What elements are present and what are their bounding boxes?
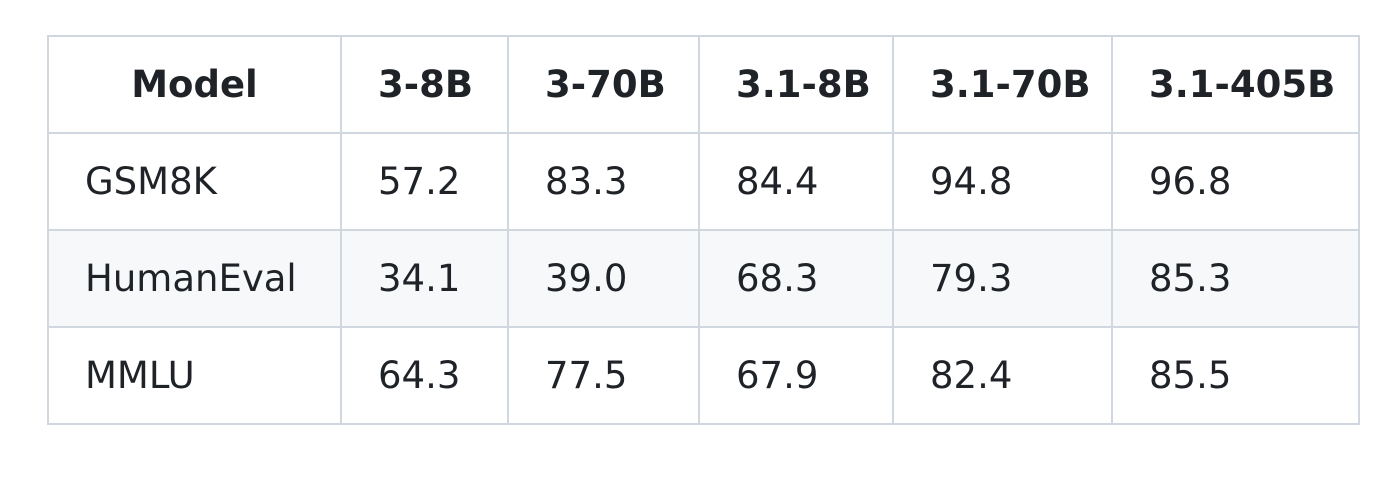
value-cell: 85.3 (1111, 229, 1360, 328)
table-body: GSM8K 57.2 83.3 84.4 94.8 96.8 HumanEval 34.1 39… (47, 132, 1360, 425)
value-cell: 34.1 (340, 229, 509, 328)
header-cell: 3.1-8B (698, 35, 894, 134)
value-cell: 83.3 (507, 132, 700, 231)
header-cell: 3-70B (507, 35, 700, 134)
header-row: Model 3-8B 3-70B 3.1-8B 3.1-70B 3.1-405B (47, 35, 1360, 134)
row-label: HumanEval (47, 229, 342, 328)
row-label: GSM8K (47, 132, 342, 231)
value-cell: 39.0 (507, 229, 700, 328)
value-cell: 67.9 (698, 326, 894, 425)
table-row: GSM8K 57.2 83.3 84.4 94.8 96.8 (47, 132, 1360, 231)
value-cell: 79.3 (892, 229, 1113, 328)
value-cell: 68.3 (698, 229, 894, 328)
benchmark-table: Model 3-8B 3-70B 3.1-8B 3.1-70B 3.1-405B GSM8… (47, 35, 1360, 425)
table-row: HumanEval 34.1 39.0 68.3 79.3 85.3 (47, 229, 1360, 328)
header-cell: 3.1-70B (892, 35, 1113, 134)
value-cell: 64.3 (340, 326, 509, 425)
value-cell: 85.5 (1111, 326, 1360, 425)
table-row: MMLU 64.3 77.5 67.9 82.4 85.5 (47, 326, 1360, 425)
header-cell: 3.1-405B (1111, 35, 1360, 134)
value-cell: 94.8 (892, 132, 1113, 231)
header-cell: 3-8B (340, 35, 509, 134)
header-cell: Model (47, 35, 342, 134)
value-cell: 77.5 (507, 326, 700, 425)
value-cell: 57.2 (340, 132, 509, 231)
row-label: MMLU (47, 326, 342, 425)
value-cell: 82.4 (892, 326, 1113, 425)
value-cell: 96.8 (1111, 132, 1360, 231)
value-cell: 84.4 (698, 132, 894, 231)
